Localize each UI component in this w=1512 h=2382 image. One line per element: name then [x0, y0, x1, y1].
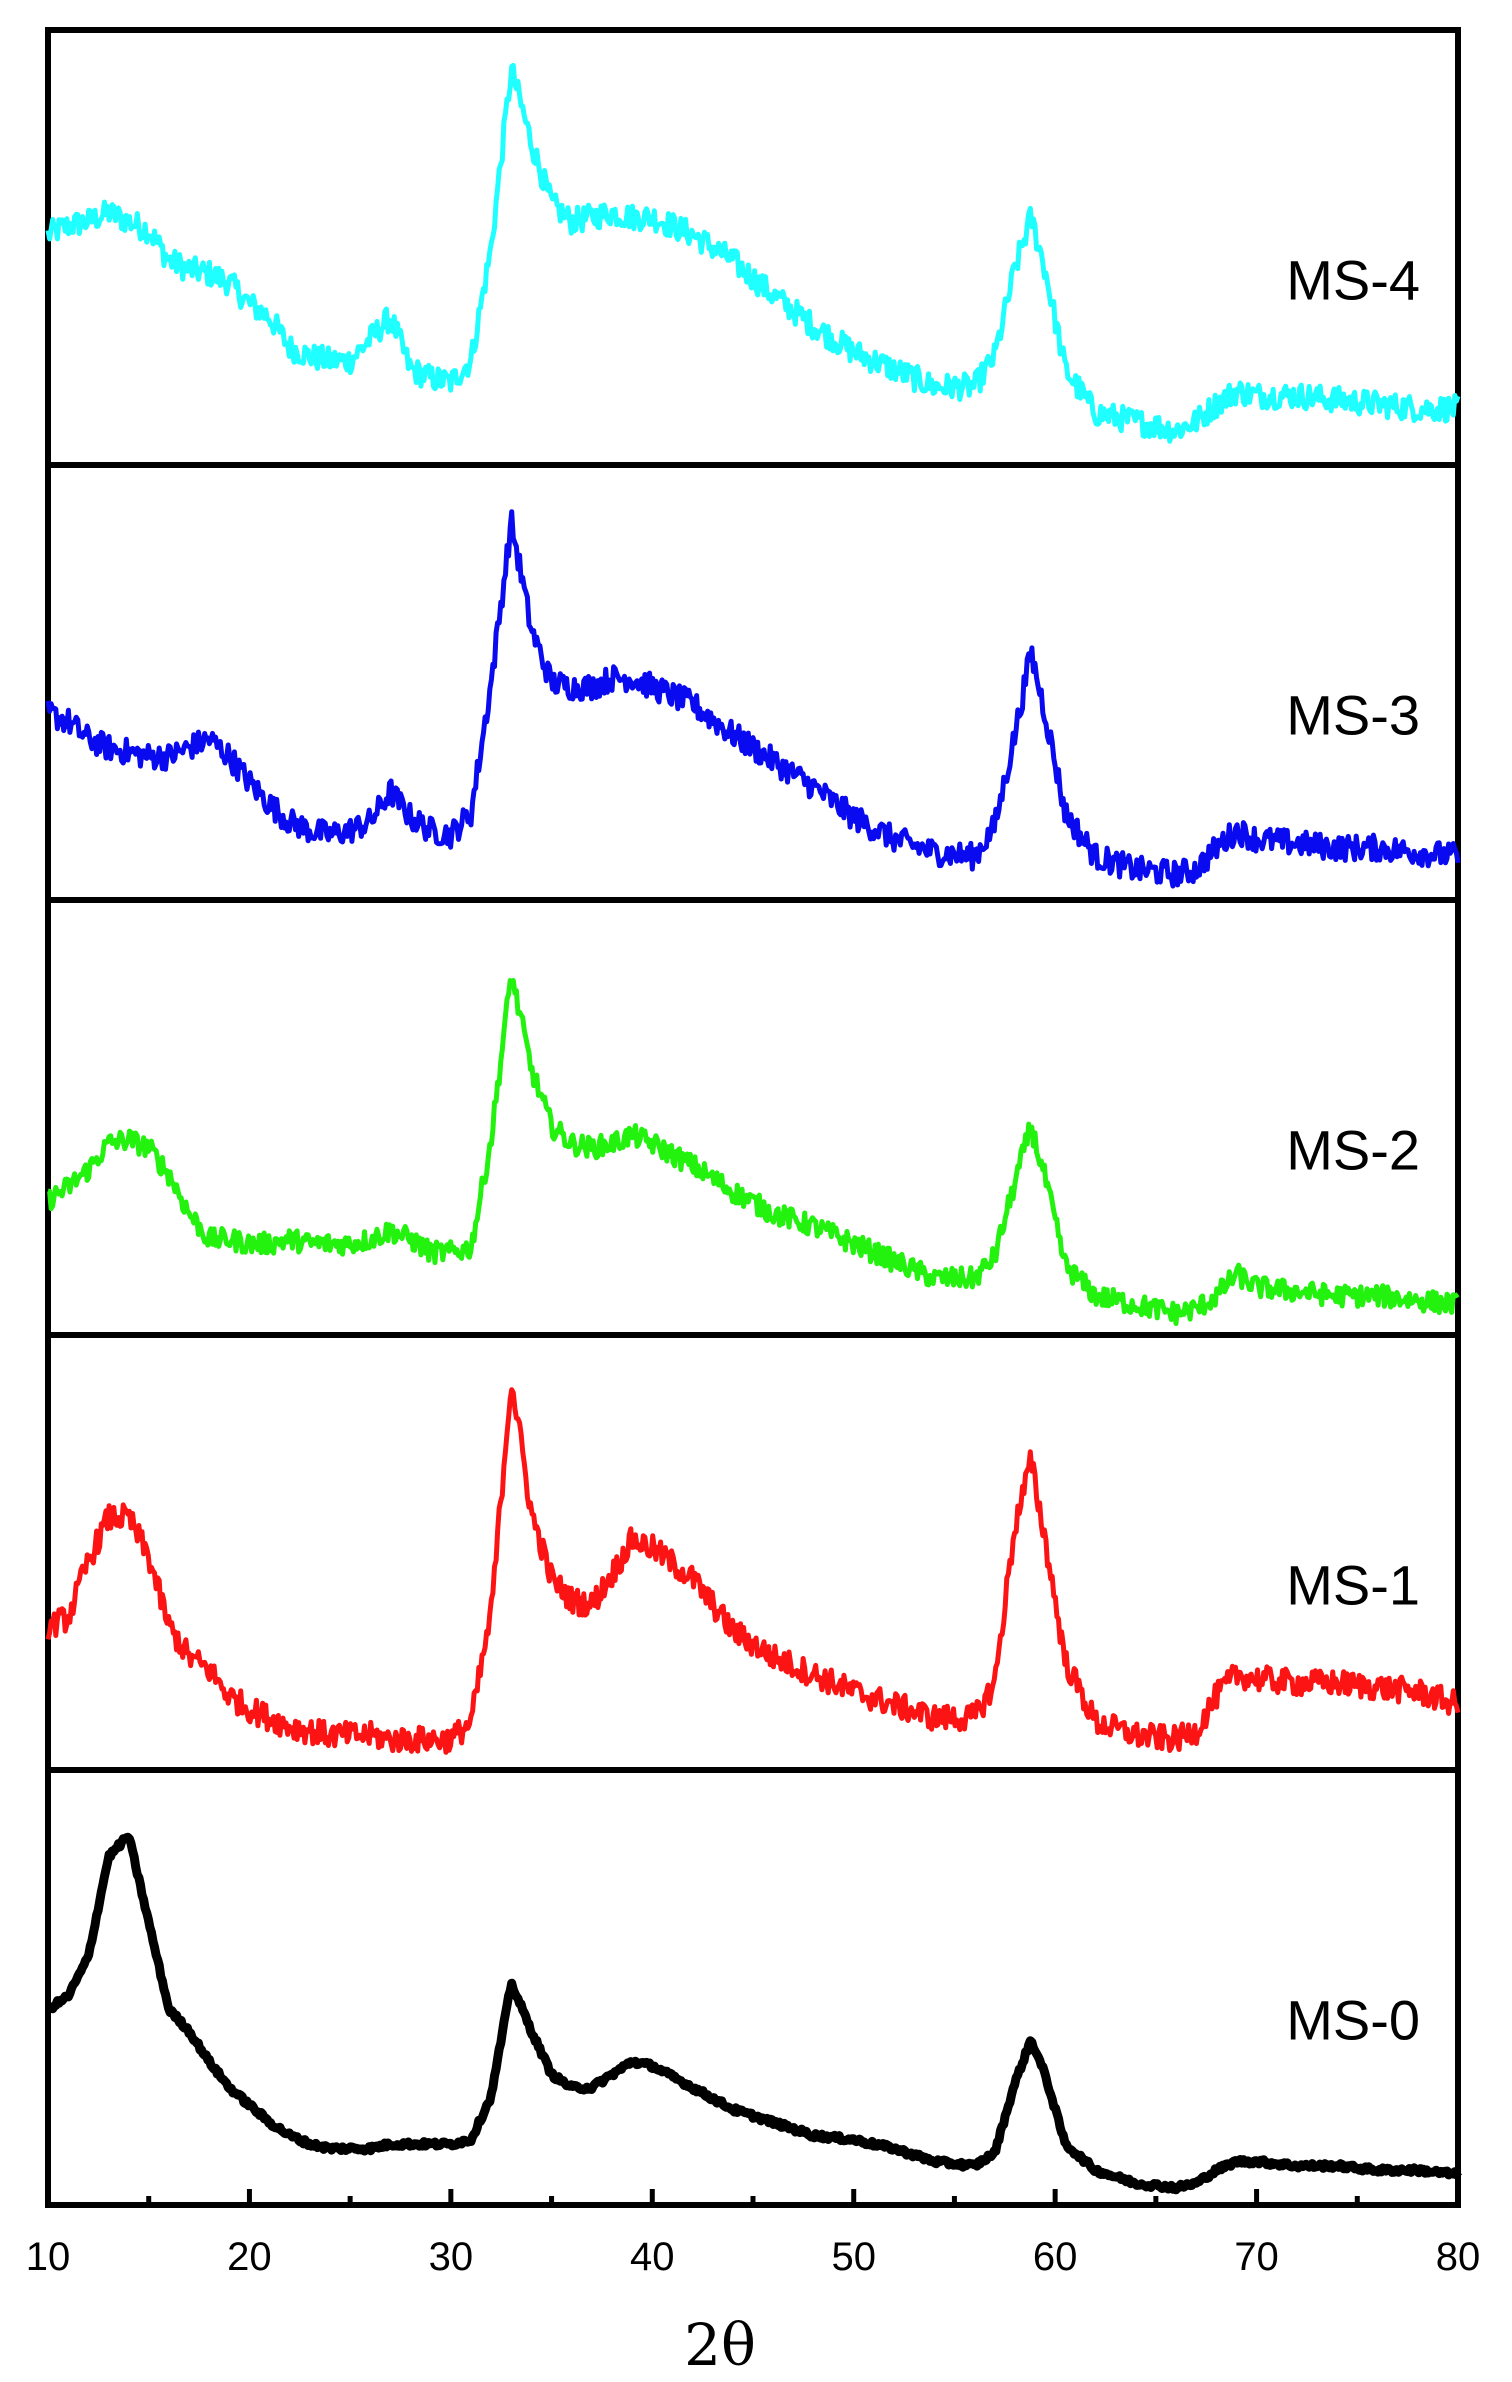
series-label-ms-3: MS-3 — [1286, 684, 1420, 747]
x-tick-label: 10 — [26, 2235, 71, 2279]
panel-ms-3: MS-3 — [45, 462, 1461, 903]
panel-frame — [45, 1767, 1461, 2208]
x-tick-label: 40 — [630, 2235, 675, 2279]
series-line-ms-4 — [45, 62, 1461, 444]
panel-frame — [45, 1332, 1461, 1773]
x-tick-label: 70 — [1234, 2235, 1279, 2279]
x-tick-label: 80 — [1436, 2235, 1481, 2279]
panels-group: MS-4 MS-3 MS-2 MS-1 MS-0 — [45, 27, 1462, 2208]
x-tick-label: 30 — [429, 2235, 474, 2279]
panel-ms-2: MS-2 — [45, 897, 1461, 1338]
panel-ms-0: MS-0 — [45, 1767, 1462, 2208]
panel-ms-4: MS-4 — [45, 27, 1461, 468]
series-line-ms-2 — [47, 978, 1460, 1326]
panel-frame — [45, 897, 1461, 1338]
series-line-ms-0 — [45, 1832, 1462, 2195]
series-label-ms-0: MS-0 — [1286, 1989, 1420, 2052]
panel-ms-1: MS-1 — [45, 1332, 1461, 1773]
x-axis-title: 2θ — [684, 2311, 756, 2379]
x-tick-label: 20 — [227, 2235, 272, 2279]
series-line-ms-1 — [45, 1387, 1461, 1755]
series-label-ms-4: MS-4 — [1286, 249, 1420, 312]
x-tick-label: 50 — [831, 2235, 876, 2279]
series-label-ms-1: MS-1 — [1286, 1554, 1420, 1617]
x-axis: 10 20 30 40 50 60 70 80 — [26, 2189, 1481, 2279]
x-tick-label: 60 — [1033, 2235, 1078, 2279]
series-label-ms-2: MS-2 — [1286, 1119, 1420, 1182]
series-line-ms-3 — [45, 509, 1461, 889]
